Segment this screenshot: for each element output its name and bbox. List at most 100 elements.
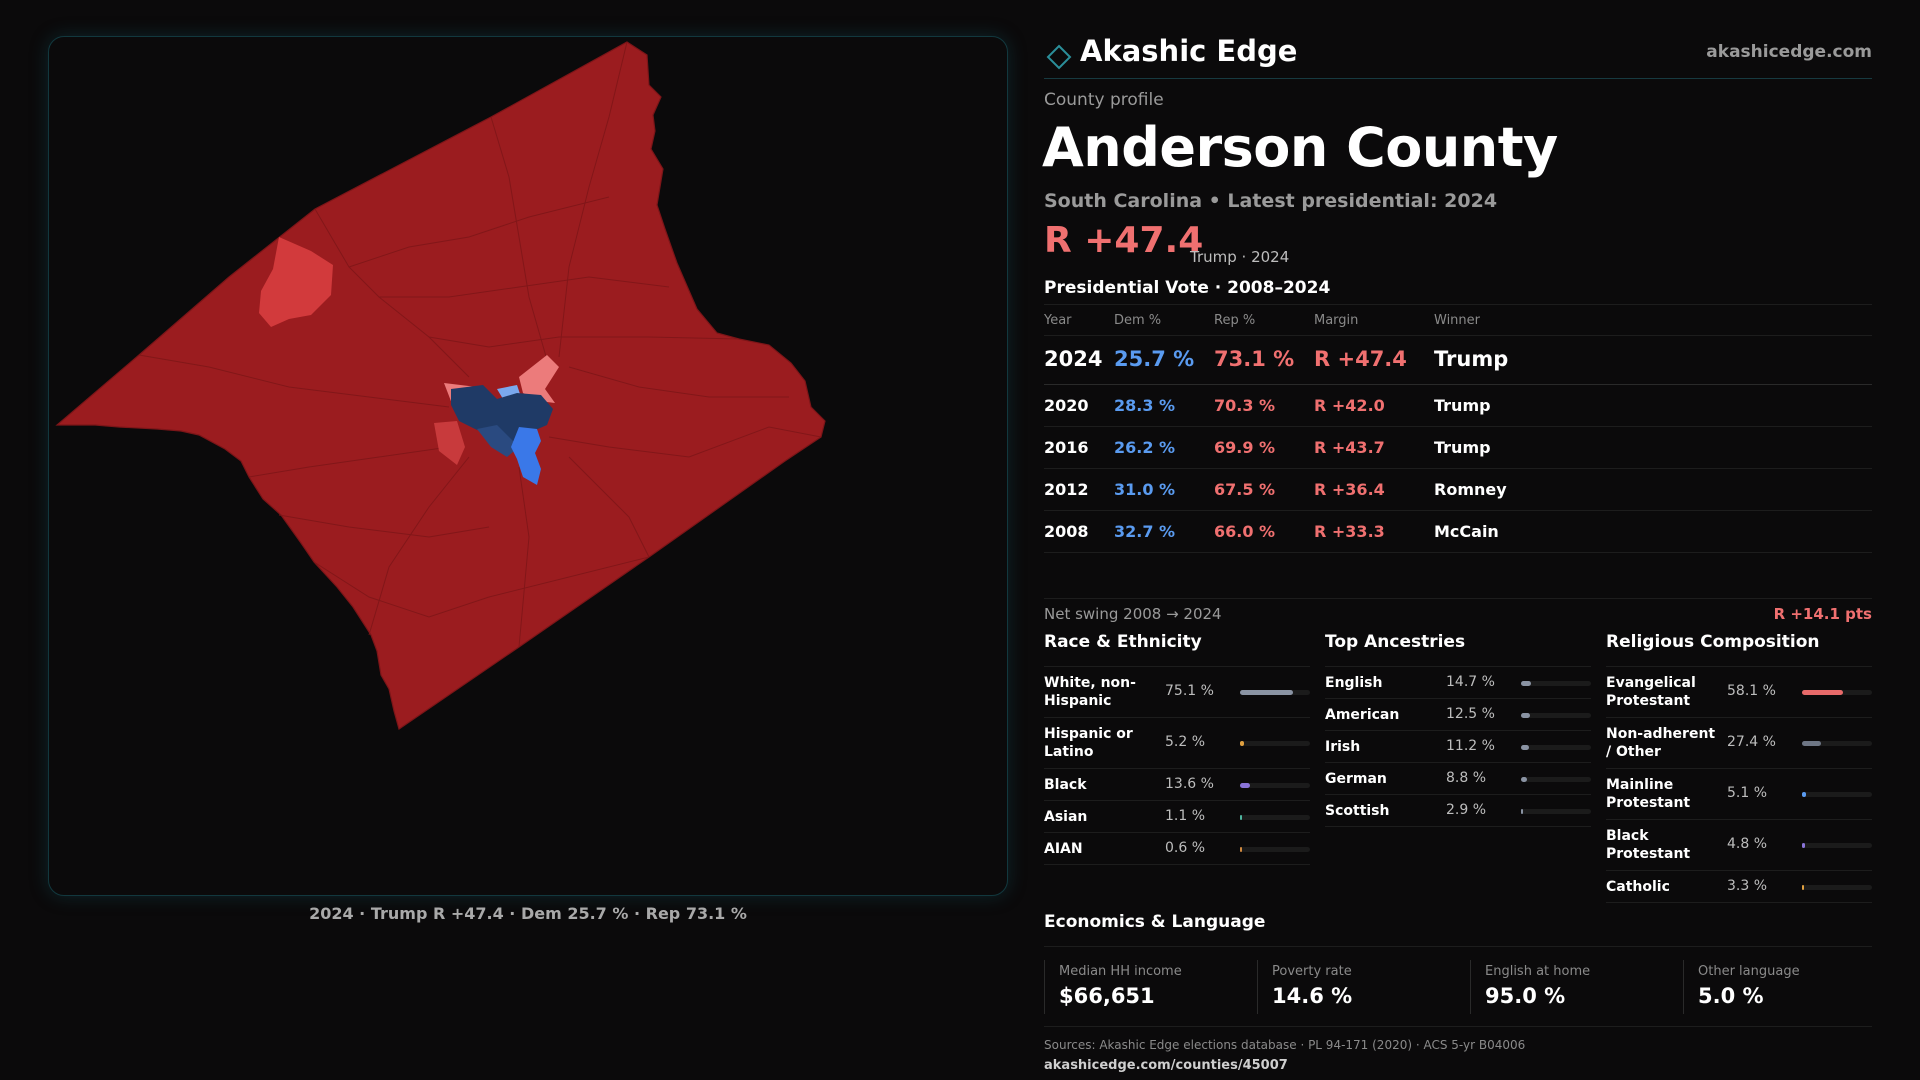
precinct-dem-blue[interactable] <box>511 427 541 485</box>
rep-cell: 67.5 % <box>1214 480 1276 499</box>
list-item: German 8.8 % <box>1325 763 1591 795</box>
item-name: Irish <box>1325 739 1361 755</box>
year-cell: 2024 <box>1044 347 1103 371</box>
precinct-lean-rep-sw[interactable] <box>434 421 465 465</box>
bar-fill <box>1521 809 1523 814</box>
brand-name: Akashic Edge <box>1080 34 1298 68</box>
bar-fill <box>1521 681 1531 686</box>
stat-value: $66,651 <box>1059 984 1155 1008</box>
stat-value: 95.0 % <box>1485 984 1566 1008</box>
list-item: Irish 11.2 % <box>1325 731 1591 763</box>
margin-cell: R +43.7 <box>1314 438 1385 457</box>
item-name: English <box>1325 675 1383 691</box>
headline-margin-note: Trump · 2024 <box>1190 248 1290 266</box>
county-shape[interactable] <box>55 41 826 730</box>
stat-value: 5.0 % <box>1698 984 1764 1008</box>
diamond-logo-icon <box>1046 44 1072 70</box>
profile-subline: South Carolina • Latest presidential: 20… <box>1044 190 1498 212</box>
col-year: Year <box>1044 313 1072 328</box>
item-name: German <box>1325 771 1387 787</box>
item-name: Mainline Protestant <box>1606 777 1691 811</box>
list-item: American 12.5 % <box>1325 699 1591 731</box>
item-pct: 58.1 % <box>1727 683 1776 699</box>
stat-label: Median HH income <box>1059 964 1182 979</box>
table-row: 2020 28.3 % 70.3 % R +42.0 Trump <box>1044 385 1872 427</box>
item-pct: 4.8 % <box>1727 836 1768 852</box>
bar-fill <box>1521 713 1530 718</box>
year-cell: 2020 <box>1044 396 1089 415</box>
table-row: 2012 31.0 % 67.5 % R +36.4 Romney <box>1044 469 1872 511</box>
stat-label: English at home <box>1485 964 1591 979</box>
list-item: White, non-Hispanic 75.1 % <box>1044 667 1310 718</box>
map-caption: 2024 · Trump R +47.4 · Dem 25.7 % · Rep … <box>309 904 747 923</box>
item-pct: 75.1 % <box>1165 683 1214 699</box>
bar-fill <box>1240 690 1293 695</box>
item-name: Black <box>1044 777 1087 793</box>
winner-cell: Trump <box>1434 438 1491 457</box>
brand-header: Akashic Edge akashicedge.com <box>1044 32 1872 79</box>
precinct-strong-rep[interactable] <box>259 237 333 327</box>
col-dem: Dem % <box>1114 313 1162 328</box>
sources-url-link[interactable]: akashicedge.com/counties/45007 <box>1044 1058 1288 1073</box>
rep-cell: 70.3 % <box>1214 396 1276 415</box>
stat-label: Other language <box>1698 964 1800 979</box>
item-pct: 8.8 % <box>1446 770 1487 786</box>
religion-block: Religious Composition Evangelical Protes… <box>1606 632 1872 903</box>
precinct-map[interactable] <box>48 36 1008 896</box>
item-name: Scottish <box>1325 803 1390 819</box>
margin-cell: R +33.3 <box>1314 522 1385 541</box>
bar-fill <box>1802 843 1805 848</box>
bar-fill <box>1240 741 1244 746</box>
stat-value: 14.6 % <box>1272 984 1353 1008</box>
race-block: Race & Ethnicity White, non-Hispanic 75.… <box>1044 632 1310 865</box>
bar-track <box>1802 741 1872 746</box>
brand-url-link[interactable]: akashicedge.com <box>1706 42 1872 62</box>
bar-fill <box>1521 777 1527 782</box>
bar-track <box>1240 690 1310 695</box>
winner-cell: Trump <box>1434 396 1491 415</box>
item-name: Asian <box>1044 809 1088 825</box>
table-row: 2016 26.2 % 69.9 % R +43.7 Trump <box>1044 427 1872 469</box>
item-name: Black Protestant <box>1606 828 1691 862</box>
item-name: AIAN <box>1044 841 1083 857</box>
col-rep: Rep % <box>1214 313 1256 328</box>
bar-fill <box>1240 847 1242 852</box>
bar-track <box>1240 783 1310 788</box>
stat-english-at-home: English at home 95.0 % <box>1470 960 1661 1014</box>
list-item: Evangelical Protestant 58.1 % <box>1606 667 1872 718</box>
ancestry-title: Top Ancestries <box>1325 632 1591 667</box>
precinct-dem-mid[interactable] <box>477 425 519 457</box>
stat-other-language: Other language 5.0 % <box>1683 960 1874 1014</box>
page-title: Anderson County <box>1042 116 1558 179</box>
table-row: 2024 25.7 % 73.1 % R +47.4 Trump <box>1044 336 1872 385</box>
year-cell: 2016 <box>1044 438 1089 457</box>
item-pct: 27.4 % <box>1727 734 1776 750</box>
dem-cell: 28.3 % <box>1114 396 1176 415</box>
item-name: American <box>1325 707 1400 723</box>
religion-title: Religious Composition <box>1606 632 1872 667</box>
map-svg <box>55 41 826 730</box>
list-item: Black Protestant 4.8 % <box>1606 820 1872 871</box>
list-item: Catholic 3.3 % <box>1606 871 1872 903</box>
bar-track <box>1521 713 1591 718</box>
bar-track <box>1521 681 1591 686</box>
stat-poverty-rate: Poverty rate 14.6 % <box>1257 960 1448 1014</box>
item-pct: 3.3 % <box>1727 878 1768 894</box>
bar-fill <box>1802 885 1804 890</box>
item-pct: 0.6 % <box>1165 840 1206 856</box>
bar-track <box>1240 847 1310 852</box>
item-pct: 14.7 % <box>1446 674 1495 690</box>
sources-text: Sources: Akashic Edge elections database… <box>1044 1038 1526 1052</box>
bar-fill <box>1240 815 1242 820</box>
vote-table-title: Presidential Vote · 2008–2024 <box>1044 278 1331 298</box>
year-cell: 2008 <box>1044 522 1089 541</box>
rep-cell: 69.9 % <box>1214 438 1276 457</box>
list-item: Non-adherent / Other 27.4 % <box>1606 718 1872 769</box>
stat-median-income: Median HH income $66,651 <box>1044 960 1235 1014</box>
precinct-lean-rep-ne[interactable] <box>519 355 559 403</box>
bar-track <box>1802 885 1872 890</box>
item-pct: 5.2 % <box>1165 734 1206 750</box>
economics-title: Economics & Language <box>1044 912 1872 947</box>
dem-cell: 25.7 % <box>1114 347 1195 371</box>
bar-fill <box>1240 783 1250 788</box>
